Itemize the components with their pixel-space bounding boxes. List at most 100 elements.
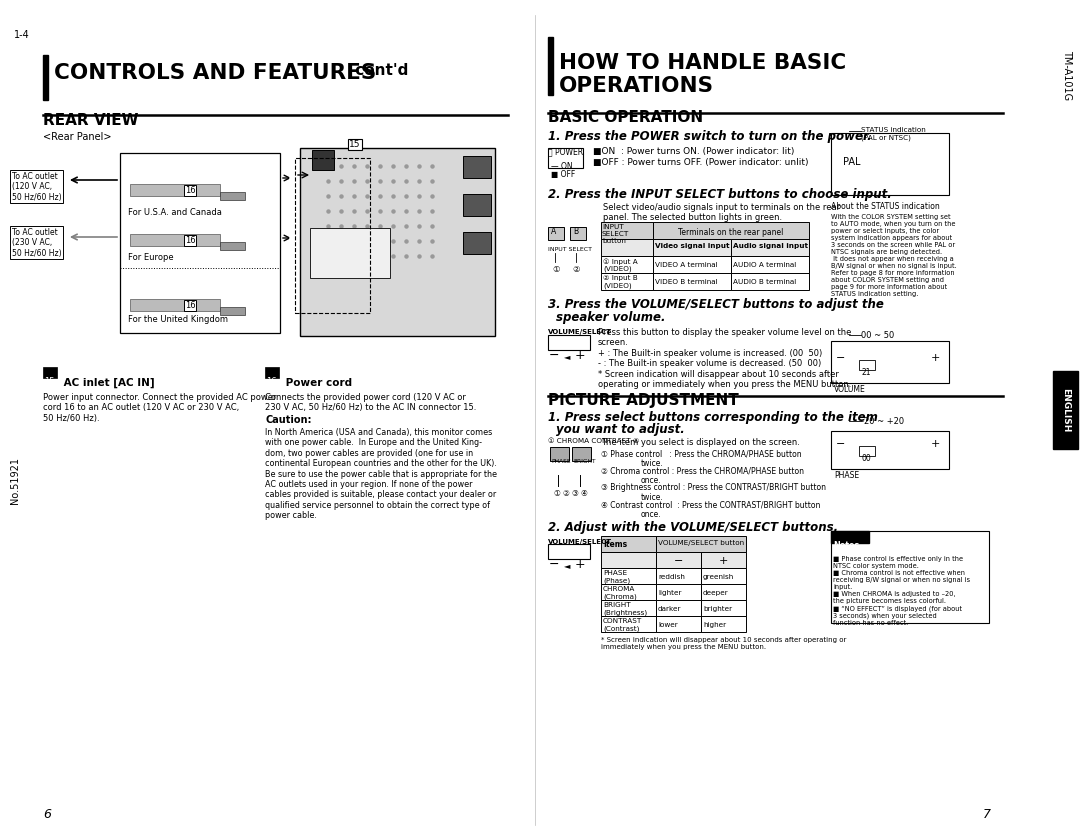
Bar bbox=[548, 544, 590, 559]
Bar bbox=[295, 158, 370, 313]
Text: Terminals on the rear panel: Terminals on the rear panel bbox=[678, 228, 784, 237]
Bar bbox=[656, 616, 701, 632]
Text: brighter: brighter bbox=[703, 606, 732, 612]
Bar bbox=[463, 232, 491, 254]
Text: −: − bbox=[674, 556, 684, 566]
Text: CHROMA
(Chroma): CHROMA (Chroma) bbox=[603, 586, 637, 600]
Text: ENGLISH: ENGLISH bbox=[1061, 388, 1070, 432]
Bar bbox=[120, 153, 280, 333]
Bar bbox=[600, 584, 656, 600]
Text: 16: 16 bbox=[185, 186, 195, 195]
Text: ◄: ◄ bbox=[564, 561, 570, 570]
Bar bbox=[463, 194, 491, 216]
Text: twice.: twice. bbox=[642, 493, 664, 502]
Text: ②: ② bbox=[572, 265, 580, 274]
Text: To AC outlet
(230 V AC,
50 Hz/60 Hz): To AC outlet (230 V AC, 50 Hz/60 Hz) bbox=[12, 228, 62, 258]
Bar bbox=[1053, 371, 1078, 449]
Text: higher: higher bbox=[703, 622, 726, 628]
Bar bbox=[550, 447, 569, 461]
Bar bbox=[859, 446, 875, 456]
Bar bbox=[859, 360, 875, 370]
Text: ②: ② bbox=[562, 489, 569, 498]
Bar bbox=[701, 584, 746, 600]
Bar bbox=[656, 600, 701, 616]
Text: ■OFF : Power turns OFF. (Power indicator: unlit): ■OFF : Power turns OFF. (Power indicator… bbox=[593, 158, 809, 167]
Bar bbox=[220, 192, 245, 200]
Text: +: + bbox=[719, 556, 728, 566]
Text: +: + bbox=[931, 439, 941, 449]
Text: HOW TO HANDLE BASIC: HOW TO HANDLE BASIC bbox=[559, 53, 847, 73]
Text: 1-4: 1-4 bbox=[14, 30, 30, 40]
Text: lower: lower bbox=[658, 622, 678, 628]
Bar bbox=[312, 150, 334, 170]
Text: reddish: reddish bbox=[658, 574, 685, 580]
Bar bbox=[656, 584, 701, 600]
Text: ② Input B
(VIDEO): ② Input B (VIDEO) bbox=[603, 275, 638, 289]
Text: ■ OFF: ■ OFF bbox=[551, 170, 576, 179]
Text: 15: 15 bbox=[44, 377, 54, 386]
Text: ④ Contrast control  : Press the CONTRAST/BRIGHT button: ④ Contrast control : Press the CONTRAST/… bbox=[600, 500, 821, 509]
Bar bbox=[656, 552, 701, 568]
Text: The item you select is displayed on the screen.: The item you select is displayed on the … bbox=[600, 438, 800, 447]
Text: For U.S.A. and Canada: For U.S.A. and Canada bbox=[129, 208, 221, 217]
Bar bbox=[548, 148, 583, 168]
Text: 16: 16 bbox=[185, 301, 195, 310]
Bar bbox=[731, 239, 809, 256]
Text: you want to adjust.: you want to adjust. bbox=[556, 423, 685, 436]
Text: In North America (USA and Canada), this monitor comes
with one power cable.  In : In North America (USA and Canada), this … bbox=[265, 428, 497, 520]
Text: About the STATUS indication: About the STATUS indication bbox=[831, 202, 940, 211]
Text: ■ON  : Power turns ON. (Power indicator: lit): ■ON : Power turns ON. (Power indicator: … bbox=[593, 147, 795, 156]
Text: +: + bbox=[575, 558, 585, 571]
Bar bbox=[220, 242, 245, 250]
Text: BRIGHT
(Brightness): BRIGHT (Brightness) bbox=[603, 602, 647, 615]
Text: PAL: PAL bbox=[843, 157, 861, 167]
Bar bbox=[130, 234, 220, 246]
Bar bbox=[600, 536, 656, 552]
Bar bbox=[600, 273, 653, 290]
Bar bbox=[600, 239, 653, 256]
Text: lighter: lighter bbox=[658, 590, 681, 596]
Text: darker: darker bbox=[658, 606, 681, 612]
Text: Press this button to display the speaker volume level on the
screen.
+ : The Bui: Press this button to display the speaker… bbox=[598, 328, 851, 389]
Text: TM-A101G: TM-A101G bbox=[1062, 50, 1072, 100]
Text: No.51921: No.51921 bbox=[10, 456, 21, 504]
Text: panel. The selected button lights in green.: panel. The selected button lights in gre… bbox=[603, 213, 782, 222]
Bar bbox=[600, 568, 656, 584]
Text: ◄: ◄ bbox=[564, 352, 570, 361]
Bar bbox=[653, 256, 731, 273]
Bar bbox=[548, 37, 553, 95]
Bar bbox=[656, 536, 746, 552]
Text: ④: ④ bbox=[580, 489, 586, 498]
Text: +: + bbox=[575, 349, 585, 362]
Text: * Screen indication will disappear about 10 seconds after operating or
immediate: * Screen indication will disappear about… bbox=[600, 637, 847, 650]
Text: −: − bbox=[549, 349, 559, 362]
Text: OPERATIONS: OPERATIONS bbox=[559, 76, 714, 96]
Text: 21: 21 bbox=[861, 368, 870, 377]
Text: ①: ① bbox=[552, 265, 559, 274]
Text: VIDEO B terminal: VIDEO B terminal bbox=[654, 279, 717, 285]
Text: BRIGHT: BRIGHT bbox=[573, 459, 595, 464]
Text: CONTROLS AND FEATURES: CONTROLS AND FEATURES bbox=[54, 63, 376, 83]
Text: For Europe: For Europe bbox=[129, 253, 174, 262]
Text: -20 ~ +20: -20 ~ +20 bbox=[861, 417, 904, 426]
Text: −: − bbox=[549, 558, 559, 571]
Text: VOLUME/SELECT: VOLUME/SELECT bbox=[548, 539, 612, 545]
Text: 15: 15 bbox=[349, 140, 361, 149]
Text: VOLUME/SELECT button: VOLUME/SELECT button bbox=[658, 540, 744, 546]
Text: INPUT SELECT: INPUT SELECT bbox=[548, 247, 592, 252]
Bar bbox=[701, 568, 746, 584]
Text: 16: 16 bbox=[266, 377, 276, 386]
Text: REAR VIEW: REAR VIEW bbox=[43, 113, 138, 128]
Text: 00: 00 bbox=[861, 454, 870, 463]
Bar bbox=[701, 616, 746, 632]
Text: ① CHROMA CONTRAST ②: ① CHROMA CONTRAST ② bbox=[548, 438, 639, 444]
Text: Connects the provided power cord (120 V AC or
230 V AC, 50 Hz/60 Hz) to the AC I: Connects the provided power cord (120 V … bbox=[265, 393, 476, 412]
Text: Select video/audio signals input to terminals on the rear: Select video/audio signals input to term… bbox=[603, 203, 840, 212]
Bar bbox=[831, 133, 949, 195]
Bar bbox=[463, 156, 491, 178]
Text: ① Phase control   : Press the CHROMA/PHASE button: ① Phase control : Press the CHROMA/PHASE… bbox=[600, 449, 801, 458]
Bar bbox=[43, 55, 48, 100]
Text: ■ Phase control is effective only in the
NTSC color system mode.
■ Chroma contro: ■ Phase control is effective only in the… bbox=[833, 556, 970, 626]
Bar bbox=[653, 222, 809, 239]
Bar bbox=[653, 239, 731, 256]
